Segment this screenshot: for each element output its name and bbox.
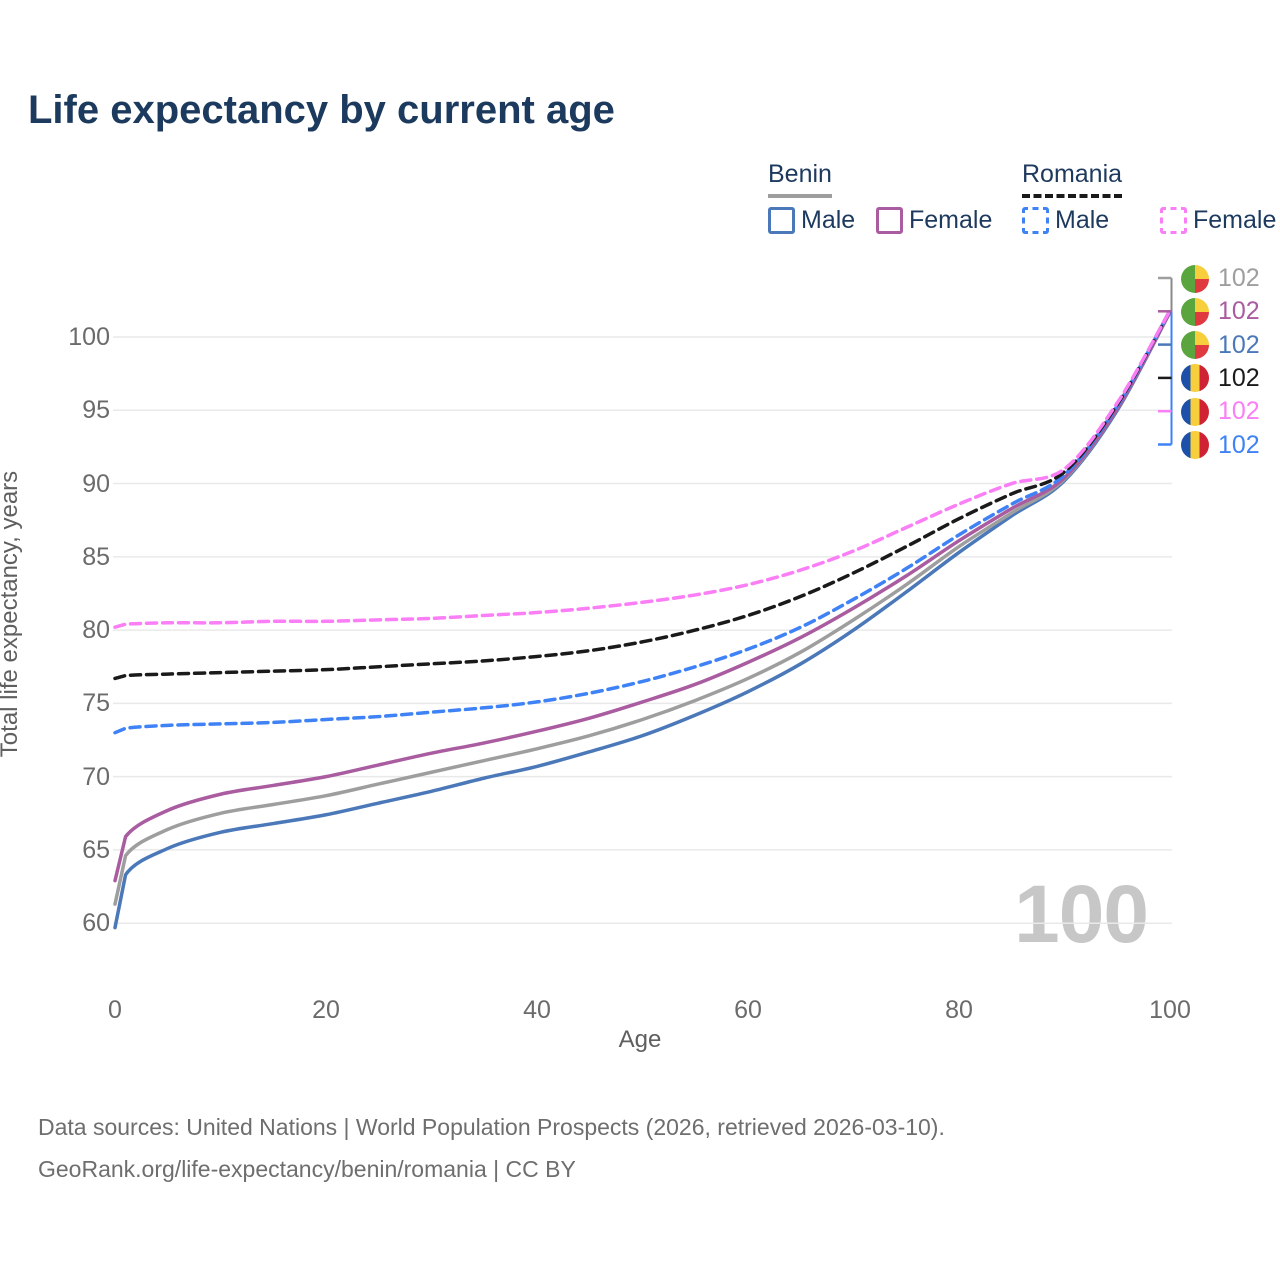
end-label-value: 102 [1218,430,1260,459]
romania-flag-icon [1181,364,1209,393]
end-label-romania_both: 102 [1181,364,1260,393]
legend-item-label: Female [1193,206,1277,234]
x-tick-label: 40 [523,996,551,1024]
end-label-benin_female: 102 [1181,297,1260,326]
series-line-romania_both [113,308,1172,681]
data-sources-line1: Data sources: United Nations | World Pop… [38,1114,945,1140]
y-tick-label: 85 [82,542,110,571]
legend-item-label: Male [801,206,856,234]
end-label-benin_male: 102 [1181,331,1260,360]
y-tick-label: 70 [82,762,110,791]
y-tick-label: 60 [82,909,110,938]
legend-group-benin: Benin [768,160,832,198]
data-sources-line2: GeoRank.org/life-expectancy/benin/romani… [38,1156,576,1182]
romania-flag-icon [1181,431,1209,459]
series-line-benin_both [113,310,1172,906]
romania-female-checkbox-icon[interactable] [1160,207,1187,234]
age-watermark: 100 [1014,869,1149,960]
series-line-romania_male [113,308,1172,735]
x-tick-label: 20 [312,996,340,1024]
legend-item-benin-male[interactable]: Male [768,206,855,235]
x-tick-label: 60 [734,996,762,1024]
end-label-value: 102 [1218,363,1260,392]
end-label-value: 102 [1218,330,1260,359]
y-tick-label: 65 [82,835,110,864]
page-title: Life expectancy by current age [28,88,615,132]
series-line-benin_male [113,310,1172,930]
x-tick-label: 100 [1149,996,1191,1024]
series-line-benin_female [113,310,1172,883]
end-label-romania_male: 102 [1181,431,1260,460]
legend-item-label: Male [1055,206,1110,234]
legend-item-romania-female[interactable]: Female [1160,206,1276,235]
benin-male-checkbox-icon[interactable] [768,207,795,234]
benin-flag-icon [1181,331,1209,360]
x-tick-label: 0 [108,996,122,1024]
y-tick-label: 75 [82,689,110,718]
benin-flag-icon [1181,264,1209,293]
end-label-benin_both: 102 [1181,264,1260,293]
x-axis-title: Age [618,1026,662,1053]
series-line-romania_female [113,308,1172,629]
legend-item-label: Female [909,206,993,234]
end-label-value: 102 [1218,297,1260,326]
legend-group-romania: Romania [1022,160,1123,198]
y-tick-label: 80 [82,616,110,645]
y-tick-label: 100 [68,323,110,351]
benin-flag-icon [1181,297,1209,326]
x-tick-label: 80 [945,996,973,1024]
romania-flag-icon [1181,397,1209,426]
legend-item-romania-male[interactable]: Male [1022,206,1109,235]
end-label-romania_female: 102 [1181,397,1260,426]
legend-item-benin-female[interactable]: Female [876,206,992,235]
end-label-value: 102 [1218,264,1260,292]
data-sources: Data sources: United Nations | World Pop… [38,1106,945,1190]
benin-female-checkbox-icon[interactable] [876,207,903,234]
end-label-value: 102 [1218,397,1260,426]
y-tick-label: 90 [82,469,110,498]
y-tick-label: 95 [82,396,110,425]
romania-male-checkbox-icon[interactable] [1022,207,1049,234]
